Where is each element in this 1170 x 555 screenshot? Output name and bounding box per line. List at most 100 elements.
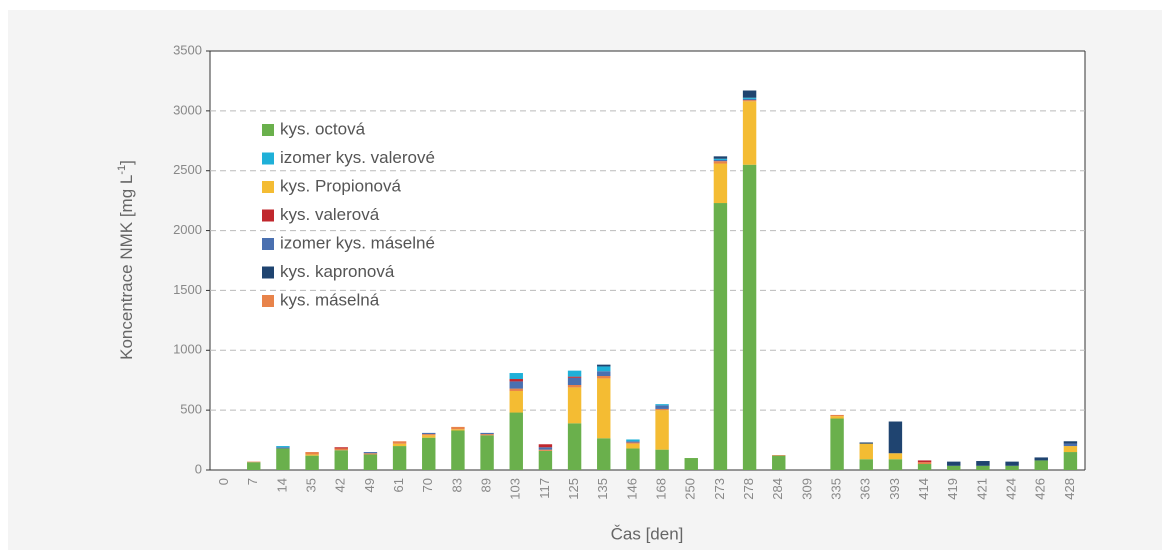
x-tick-label: 414: [916, 478, 931, 500]
bar-segment: [917, 462, 932, 465]
legend-swatch: [262, 152, 274, 165]
bar-segment: [334, 450, 348, 470]
bar-segment: [247, 461, 261, 463]
legend-label: kys. octová: [280, 119, 366, 138]
x-tick-label: 335: [829, 478, 844, 500]
x-tick-label: 89: [479, 478, 494, 492]
bar-segment: [713, 161, 728, 164]
bar-segment: [742, 101, 757, 165]
bar-segment: [567, 423, 582, 470]
legend-swatch: [262, 209, 274, 222]
x-tick-label: 284: [770, 478, 785, 500]
x-tick-label: 49: [362, 478, 377, 492]
bar-segment: [480, 432, 494, 435]
bar-segment: [509, 379, 523, 382]
bar-segment: [772, 455, 786, 456]
bar-segment: [888, 453, 903, 460]
x-tick-label: 35: [304, 478, 319, 492]
bar-segment: [655, 408, 669, 411]
bar-segment: [422, 437, 436, 470]
bar-segment: [567, 377, 582, 386]
bar-segment: [276, 446, 290, 448]
bar-segment: [859, 443, 873, 460]
bar-segment: [509, 373, 523, 380]
bar-segment: [451, 426, 465, 430]
bar-segment: [626, 442, 640, 444]
bar-segment: [742, 100, 757, 102]
bar-segment: [597, 376, 611, 379]
bar-segment: [305, 454, 319, 456]
y-tick-label: 1000: [173, 342, 202, 357]
legend-swatch: [262, 266, 274, 279]
legend-swatch: [262, 295, 274, 307]
bar-segment: [363, 452, 378, 454]
bar-segment: [655, 405, 669, 409]
bar-segment: [1034, 460, 1048, 470]
bar-segment: [422, 432, 436, 435]
y-tick-label: 1500: [173, 282, 202, 297]
y-tick-label: 0: [195, 461, 202, 476]
bar-segment: [567, 385, 582, 388]
bar-segment: [713, 203, 728, 470]
bar-segment: [772, 455, 786, 470]
bar-segment: [976, 465, 990, 470]
bar-segment: [567, 376, 582, 378]
bar-segment: [830, 414, 844, 417]
bar-segment: [742, 164, 757, 470]
x-tick-label: 273: [712, 478, 727, 500]
bar-segment: [1063, 446, 1078, 453]
bar-segment: [947, 465, 961, 470]
bar-segment: [1005, 461, 1019, 466]
bar-segment: [392, 441, 407, 444]
bar-segment: [1063, 443, 1078, 447]
bar-segment: [480, 434, 494, 436]
bar-segment: [859, 442, 873, 444]
y-tick-label: 3500: [173, 42, 202, 57]
bar-segment: [567, 387, 582, 424]
bar-segment: [713, 159, 728, 162]
x-tick-label: 103: [508, 478, 523, 500]
bar-segment: [917, 460, 932, 463]
bar-segment: [276, 447, 290, 449]
bar-segment: [626, 441, 640, 443]
bar-segment: [538, 447, 553, 450]
legend-label: izomer kys. valerové: [280, 148, 435, 167]
bar-segment: [684, 458, 698, 470]
bar-segment: [888, 459, 903, 470]
bar-segment: [422, 435, 436, 438]
y-label-sup: -1: [116, 165, 128, 175]
bar-segment: [830, 416, 844, 419]
bar-segment: [451, 429, 465, 431]
x-tick-label: 70: [420, 478, 435, 492]
x-tick-label: 424: [1004, 478, 1019, 500]
y-axis-label: Koncentrace NMK [mg L-1]: [116, 160, 137, 360]
bar-segment: [538, 449, 553, 451]
bar-segment: [334, 448, 348, 451]
legend-swatch: [262, 238, 274, 250]
x-tick-label: 393: [887, 478, 902, 500]
x-tick-label: 61: [391, 478, 406, 492]
plot-area: [210, 51, 1085, 470]
y-label-part: Koncentrace NMK [mg L: [117, 175, 136, 360]
bar-segment: [626, 443, 640, 449]
x-axis-label: Čas [den]: [611, 524, 684, 543]
bar-segment: [305, 452, 319, 455]
x-tick-label: 135: [595, 478, 610, 500]
legend-label: izomer kys. máselné: [280, 233, 435, 252]
bar-segment: [276, 448, 290, 470]
y-tick-label: 500: [180, 402, 202, 417]
bar-segment: [742, 97, 757, 99]
bar-segment: [655, 449, 669, 470]
bar-segment: [859, 459, 873, 470]
x-tick-label: 278: [741, 478, 756, 500]
x-tick-label: 168: [654, 478, 669, 500]
x-tick-label: 0: [216, 478, 231, 485]
bar-segment: [597, 371, 611, 377]
bar-segment: [713, 156, 728, 159]
y-tick-label: 3000: [173, 102, 202, 117]
x-tick-label: 42: [333, 478, 348, 492]
legend-swatch: [262, 124, 274, 136]
x-tick-label: 428: [1062, 478, 1077, 500]
bar-segment: [392, 446, 407, 470]
legend-label: kys. valerová: [280, 205, 380, 224]
